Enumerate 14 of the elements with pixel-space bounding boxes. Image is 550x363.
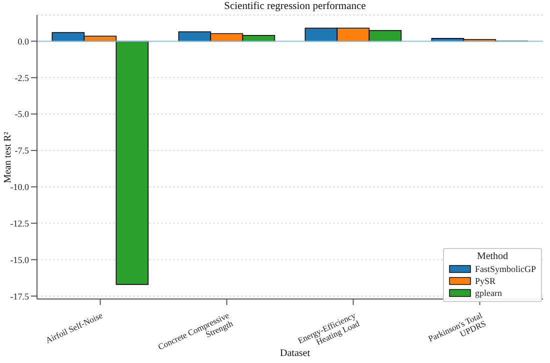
x-axis-title: Dataset <box>280 348 310 359</box>
y-tick-label: -12.5 <box>10 218 30 228</box>
chart-title: Scientific regression performance <box>223 1 367 12</box>
legend-label: FastSymbolicGP <box>474 264 536 274</box>
y-tick-label: -15.0 <box>10 254 30 265</box>
legend-title: Method <box>476 251 510 262</box>
y-tick-label: -2.5 <box>14 72 30 83</box>
y-tick-label: -10.0 <box>10 182 30 192</box>
y-tick-label: 0.0 <box>18 36 30 46</box>
legend-label: gplearn <box>474 288 502 298</box>
legend-label: PySR <box>474 276 496 286</box>
y-tick-label: -5.0 <box>14 109 30 120</box>
y-tick-label: -17.5 <box>10 291 30 302</box>
y-tick-label: -7.5 <box>14 146 30 156</box>
